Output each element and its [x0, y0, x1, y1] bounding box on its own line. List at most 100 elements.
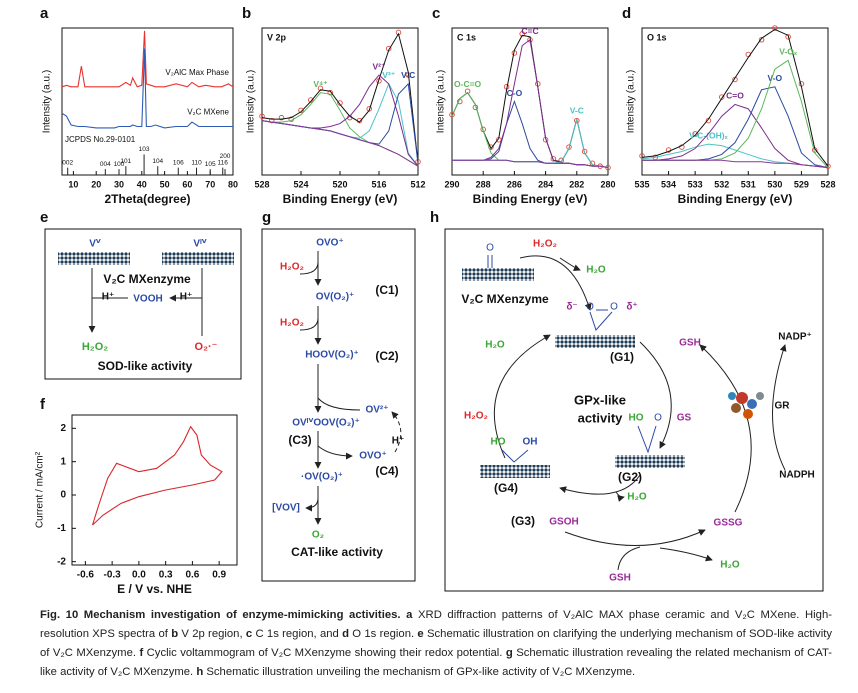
reference-label: 100 [114, 161, 125, 168]
x-tick-label: -0.3 [104, 570, 122, 581]
label: ·OV(O₂)⁺ [301, 472, 343, 483]
data-line [642, 103, 829, 169]
y-axis-label: Intensity (a.u.) [246, 70, 257, 133]
x-tick-label: 70 [205, 179, 215, 189]
label: (C3) [288, 433, 311, 447]
x-tick-label: 520 [332, 179, 347, 189]
atom [743, 409, 753, 419]
sheet [555, 335, 635, 348]
reference-label: 116 [218, 159, 229, 166]
x-tick-label: 288 [476, 179, 491, 189]
arrow [617, 546, 641, 571]
data-line [261, 120, 419, 167]
label: H⁺ [392, 436, 405, 447]
y-tick-label: 0 [60, 490, 66, 501]
x-tick-label: 60 [182, 179, 192, 189]
x-tick-label: 533 [688, 179, 703, 189]
y-tick-label: -2 [57, 556, 66, 567]
caption-run: C 1s region, and [252, 628, 343, 640]
caption-run: Cyclic voltammogram of V₂C MXenzyme show… [143, 647, 506, 659]
label: GSH [679, 338, 701, 349]
plot-frame [451, 27, 609, 176]
data-point [337, 100, 343, 106]
label: O [610, 302, 618, 313]
data-point [758, 37, 765, 43]
label: Vᴵⱽ [193, 239, 206, 250]
plot-frame [71, 414, 238, 566]
x-tick-label: 0.0 [132, 570, 146, 581]
reference-label: 004 [100, 161, 111, 168]
plot-title: V 2p [267, 32, 287, 42]
plot-frame [641, 27, 829, 176]
label: OVᴵⱽOOV(O₂)⁺ [292, 418, 360, 429]
component-label: C=O [726, 91, 744, 101]
label: H₂O₂ [533, 239, 557, 250]
data-point [317, 85, 324, 92]
label: H₂O [627, 492, 647, 503]
data-point [259, 113, 265, 119]
arrow [299, 317, 319, 331]
panel-g: g OVO⁺ H₂O₂ OV(O₂)⁺ (C1) H₂O₂ HOOV(O₂)⁺ … [261, 209, 416, 582]
label: CAT-like activity [291, 545, 383, 559]
y-tick-label: -1 [57, 523, 66, 534]
x-axis-label: Binding Energy (eV) [283, 192, 398, 206]
label: (C4) [375, 464, 398, 478]
y-tick-label: 2 [60, 423, 66, 434]
arrow [564, 529, 706, 546]
data-point [366, 106, 373, 112]
component-label: V⁴⁺ [313, 79, 327, 89]
arrow [659, 547, 713, 562]
arrow [317, 445, 353, 460]
data-point [785, 34, 791, 40]
arrow [519, 255, 592, 311]
panel-frame [444, 228, 824, 592]
caption-run: d [342, 628, 349, 640]
panel-letter: h [430, 209, 439, 226]
label: H⁺ [180, 292, 193, 303]
data-line [452, 159, 609, 169]
data-line [91, 425, 223, 526]
data-point [574, 117, 580, 124]
component-label: V²⁺ [373, 61, 386, 71]
label: GS [677, 413, 692, 424]
reference-label: 104 [152, 158, 163, 165]
label: activity [578, 410, 624, 425]
label: H₂O [586, 265, 606, 276]
data-line [261, 32, 419, 164]
x-tick-label: 290 [444, 179, 459, 189]
label: HO [629, 413, 644, 424]
data-point [772, 25, 778, 31]
bond [637, 425, 657, 454]
caption-run: Schematic illustration on clarifying the… [40, 628, 833, 659]
data-line [261, 82, 419, 167]
label: (G3) [511, 514, 535, 528]
arrow [305, 497, 319, 512]
panel-letter: b [242, 5, 251, 22]
atom [747, 399, 757, 409]
y-tick-label: 1 [60, 456, 66, 467]
panel-e: e Vⱽ Vᴵⱽ V₂C MXenzyme H⁺ VOOH H⁺ H₂O₂ O₂… [40, 209, 242, 380]
caption-run: O 1s region. [349, 628, 418, 640]
data-point [825, 163, 831, 169]
label: GSOH [549, 517, 578, 528]
label: OVO⁺ [316, 238, 344, 249]
label: H₂O₂ [464, 411, 488, 422]
panel-letter: d [622, 5, 631, 22]
label: Vⱽ [89, 239, 101, 250]
component-label: O-C=O [454, 79, 482, 89]
caption-run: XRD diffraction patterns of V₂AlC MAX ph… [40, 609, 833, 640]
label: GPx-like [574, 392, 626, 407]
sheet [58, 252, 130, 265]
atom [728, 392, 736, 400]
label: H⁺ [102, 292, 115, 303]
label: V₂C MXenzyme [461, 292, 549, 306]
panel-letter: f [40, 396, 46, 413]
label: VOOH [133, 294, 162, 305]
arrow [615, 491, 625, 502]
x-tick-label: 284 [538, 179, 553, 189]
label: H₂O₂ [82, 341, 108, 353]
data-point [308, 97, 314, 103]
caption-run: Schematic illustration revealing the rel… [40, 647, 832, 678]
data-point [298, 107, 304, 114]
data-line [451, 91, 609, 169]
